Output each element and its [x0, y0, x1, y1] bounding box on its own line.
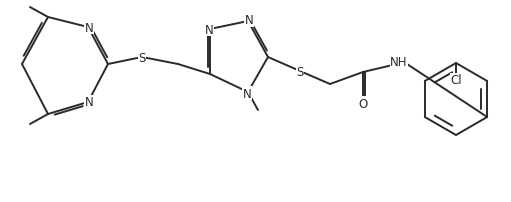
Text: N: N: [243, 87, 251, 100]
Text: S: S: [296, 65, 304, 78]
Text: N: N: [85, 96, 94, 109]
Text: S: S: [138, 51, 146, 64]
Text: N: N: [245, 14, 253, 27]
Text: NH: NH: [390, 55, 408, 68]
Text: Cl: Cl: [450, 74, 462, 87]
Text: N: N: [85, 21, 94, 34]
Text: O: O: [358, 97, 367, 110]
Text: N: N: [204, 23, 214, 36]
